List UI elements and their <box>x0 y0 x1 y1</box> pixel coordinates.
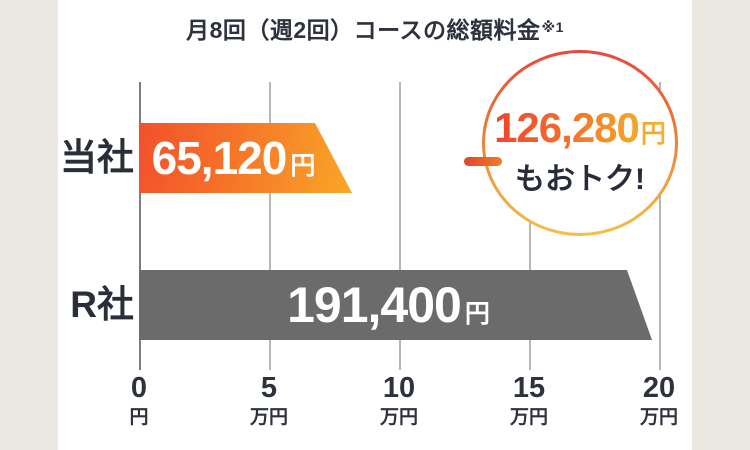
savings-amount-yen-unit: 円 <box>640 120 666 148</box>
gridline-0yen <box>139 82 141 370</box>
chart-title: 月8回（週2回）コースの総額料金※1 <box>0 11 750 45</box>
bar-ours-value: 65,120 円 <box>152 131 316 185</box>
gridline-20man <box>659 82 661 370</box>
chart-title-text: 月8回（週2回）コースの総額料金 <box>186 17 541 43</box>
footnote-marker: ※1 <box>541 19 564 35</box>
x-tick-20man-unit: 万円 <box>639 407 679 428</box>
x-tick-20man-number: 20 <box>642 372 676 404</box>
x-tick-5man-number: 5 <box>260 372 278 404</box>
gridline-15man <box>529 82 531 370</box>
x-tick-0yen-number: 0 <box>130 372 148 404</box>
gridline-5man <box>269 82 271 370</box>
savings-amount: 126,280 円 <box>494 104 666 152</box>
bar-rival: 191,400 円 <box>139 270 652 340</box>
bar-ours-yen-unit: 円 <box>290 152 316 180</box>
bar-rival-value: 191,400 円 <box>287 276 490 334</box>
bar-label-ours: 当社 <box>60 137 134 178</box>
x-tick-10man-unit: 万円 <box>379 407 419 428</box>
x-tick-10man-number: 10 <box>382 372 416 404</box>
minus-dash-icon <box>464 157 502 166</box>
x-tick-5man: 5 万円 <box>249 372 289 428</box>
savings-caption: もおトク! <box>515 163 645 196</box>
bar-rival-yen-unit: 円 <box>464 300 490 328</box>
bar-rival-amount: 191,400 <box>287 277 461 333</box>
savings-amount-number: 126,280 <box>494 104 639 151</box>
gridline-10man <box>399 82 401 370</box>
savings-badge: 126,280 円 もおトク! <box>482 50 678 236</box>
x-tick-0yen-unit: 円 <box>129 407 149 428</box>
x-tick-5man-unit: 万円 <box>249 407 289 428</box>
x-tick-10man: 10 万円 <box>379 372 419 428</box>
x-tick-15man-number: 15 <box>512 372 546 404</box>
x-tick-15man-unit: 万円 <box>509 407 549 428</box>
x-tick-20man: 20 万円 <box>639 372 679 428</box>
bar-ours: 65,120 円 <box>139 123 352 193</box>
x-tick-15man: 15 万円 <box>509 372 549 428</box>
x-tick-0yen: 0 円 <box>129 372 149 428</box>
bar-ours-amount: 65,120 <box>151 132 287 184</box>
bar-label-rival: R社 <box>70 284 134 325</box>
